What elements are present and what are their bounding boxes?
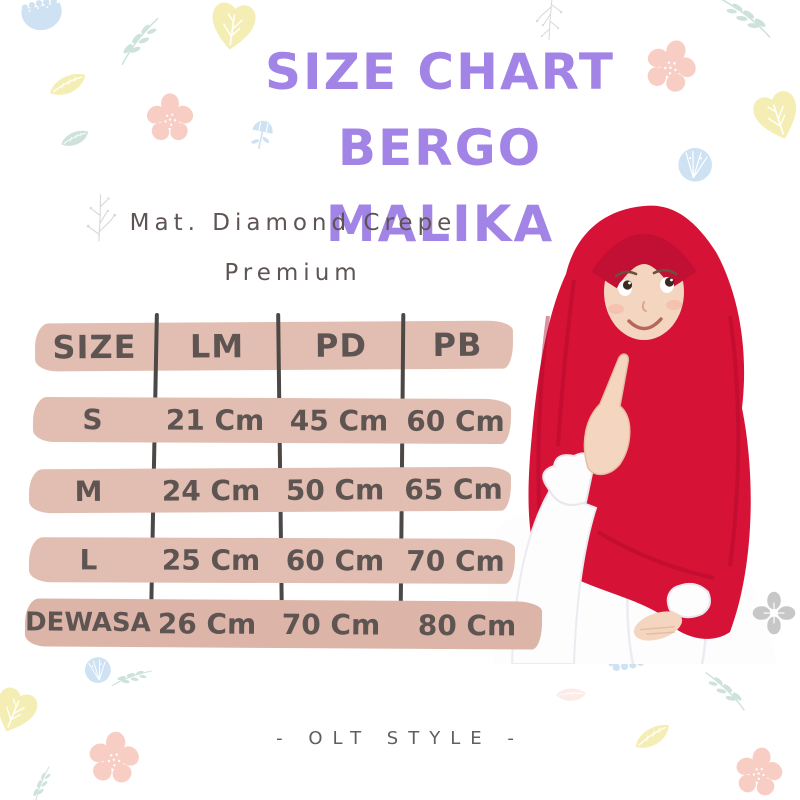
size-cell: S — [82, 403, 103, 437]
size-row-s: S 21 Cm 45 Cm 60 Cm — [32, 396, 512, 445]
size-row-dewasa: DEWASA 26 Cm 70 Cm 80 Cm — [24, 598, 543, 650]
header-cell-pd: PD — [314, 326, 368, 365]
pd-cell: 70 Cm — [281, 607, 381, 642]
table-header-band: SIZE LM PD PB — [34, 320, 514, 372]
heart-leaf-icon — [749, 87, 800, 147]
leaf-icon — [47, 72, 88, 97]
pb-cell: 65 Cm — [404, 472, 503, 506]
pd-cell: 60 Cm — [285, 544, 385, 578]
header-cell-pb: PB — [432, 325, 483, 365]
size-row-l: L 25 Cm 60 Cm 70 Cm — [28, 537, 516, 584]
size-cell: M — [74, 474, 103, 508]
material-line2: Premium — [224, 260, 362, 286]
material-info: Mat. Diamond Crepe Premium — [112, 198, 474, 298]
pd-cell: 45 Cm — [289, 404, 389, 438]
pd-cell: 50 Cm — [285, 472, 385, 507]
size-cell: DEWASA — [24, 607, 151, 639]
material-line1: Mat. Diamond Crepe — [129, 210, 457, 236]
fern-branch-icon — [22, 766, 62, 800]
gray-flower-icon — [752, 591, 796, 635]
fern-branch-icon — [115, 17, 165, 66]
brand-footer: - OLT STYLE - — [276, 728, 524, 749]
fern-branch-icon — [704, 671, 746, 712]
size-cell: L — [79, 543, 98, 577]
leaf-icon — [60, 129, 90, 147]
moon-leaf-icon — [19, 0, 66, 34]
lm-cell: 26 Cm — [157, 606, 257, 641]
pb-cell: 80 Cm — [417, 608, 517, 642]
lm-cell: 21 Cm — [165, 403, 265, 437]
leaf-icon — [555, 682, 587, 707]
fern-branch-icon — [721, 0, 771, 43]
size-table: SIZE LM PD PB S 21 Cm 45 Cm 60 Cm M 24 C… — [24, 305, 543, 655]
lm-cell: 24 Cm — [161, 473, 261, 508]
page-title-line2: BERGO MALIKA — [325, 119, 555, 253]
lm-cell: 25 Cm — [161, 543, 261, 577]
size-row-m: M 24 Cm 50 Cm 65 Cm — [28, 466, 512, 514]
pb-cell: 70 Cm — [406, 544, 505, 578]
page-title-line1: SIZE CHART — [264, 43, 616, 101]
header-cell-lm: LM — [189, 327, 245, 366]
header-cell-size: SIZE — [52, 327, 137, 367]
flower-icon — [143, 93, 197, 144]
page-title: SIZE CHART BERGO MALIKA — [230, 34, 650, 262]
dandelion-icon — [675, 145, 715, 185]
pb-cell: 60 Cm — [406, 404, 505, 439]
